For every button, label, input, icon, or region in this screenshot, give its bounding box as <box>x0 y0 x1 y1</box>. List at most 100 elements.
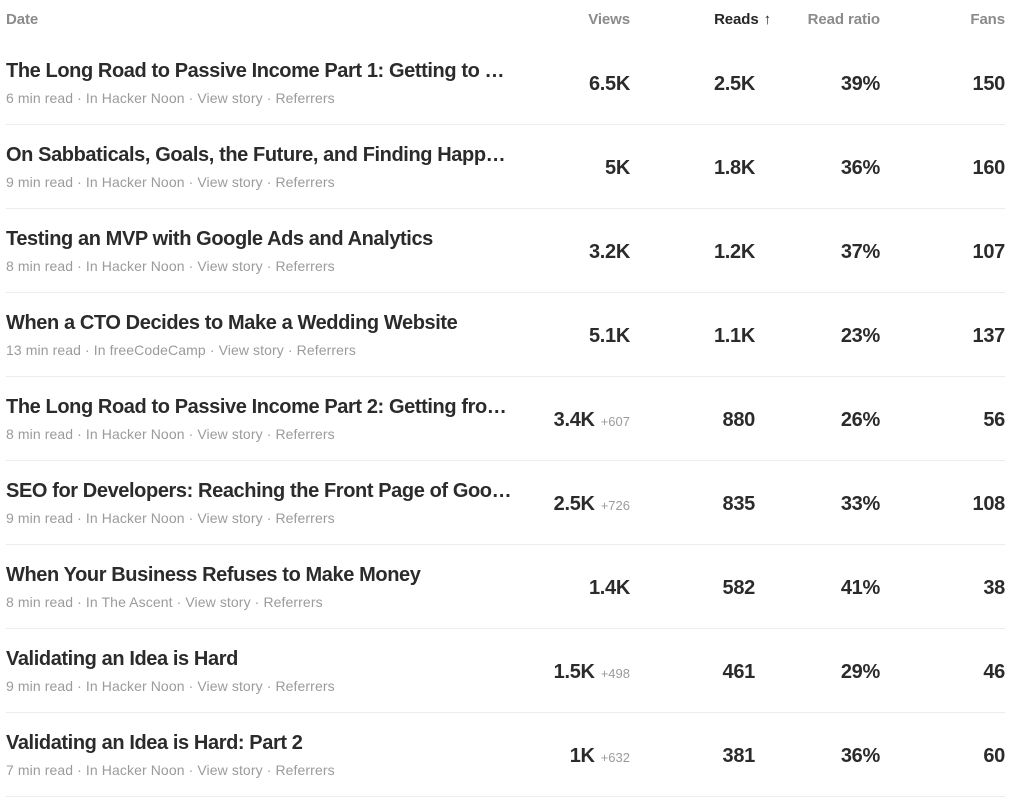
fans-value: 38 <box>983 576 1005 599</box>
reads-cell: 461 <box>630 658 756 684</box>
view-story-link[interactable]: View story <box>197 425 263 442</box>
story-title[interactable]: The Long Road to Passive Income Part 1: … <box>6 59 505 82</box>
views-value: 3.2K <box>588 240 630 263</box>
story-meta: 7 min read · In Hacker Noon · View story · Ref… <box>6 762 521 778</box>
views-delta: +607 <box>600 413 630 429</box>
reads-value: 1.1K <box>713 324 755 347</box>
view-story-link[interactable]: View story <box>197 89 263 106</box>
table-header-row: Date Views Reads ↑ Read ratio Fans <box>6 0 1005 41</box>
referrers-link[interactable]: Referrers <box>275 257 335 274</box>
fans-cell: 137 <box>880 322 1006 348</box>
publication: In freeCodeCamp <box>93 341 206 358</box>
dot-separator: · <box>188 89 194 106</box>
referrers-link[interactable]: Referrers <box>275 677 335 694</box>
dot-separator: · <box>266 677 272 694</box>
reads-cell: 1.1K <box>630 322 755 348</box>
column-header-reads[interactable]: Reads ↑ <box>630 11 771 28</box>
column-header-views[interactable]: Views <box>588 11 630 28</box>
fans-cell: 108 <box>880 490 1006 516</box>
referrers-link[interactable]: Referrers <box>275 509 335 526</box>
view-story-link[interactable]: View story <box>197 173 263 190</box>
fans-value: 56 <box>983 408 1005 431</box>
views-cell: 3.4K +607 <box>535 406 630 432</box>
views-delta: +498 <box>600 665 630 681</box>
read-ratio-cell: 41% <box>755 574 880 600</box>
fans-cell: 160 <box>880 154 1006 180</box>
read-time: 8 min read <box>6 425 74 442</box>
dot-separator: · <box>188 425 194 442</box>
read-ratio-cell: 23% <box>755 322 880 348</box>
dot-separator: · <box>209 341 215 358</box>
read-ratio-value: 29% <box>840 660 880 683</box>
story-title[interactable]: Validating an Idea is Hard: Part 2 <box>6 731 303 754</box>
reads-value: 880 <box>722 408 756 431</box>
story-row: When Your Business Refuses to Make Money… <box>6 545 1005 629</box>
reads-cell: 582 <box>630 574 756 600</box>
views-delta: +632 <box>600 749 630 765</box>
story-title[interactable]: On Sabbaticals, Goals, the Future, and F… <box>6 143 506 166</box>
publication: In Hacker Noon <box>85 425 185 442</box>
dot-separator: · <box>188 677 194 694</box>
story-cell: When a CTO Decides to Make a Wedding Web… <box>6 312 535 358</box>
reads-cell: 835 <box>630 490 756 516</box>
story-cell: Testing an MVP with Google Ads and Analy… <box>6 228 535 274</box>
story-title[interactable]: SEO for Developers: Reaching the Front P… <box>6 479 512 502</box>
fans-value: 108 <box>972 492 1006 515</box>
reads-cell: 381 <box>630 742 756 768</box>
read-ratio-cell: 36% <box>755 742 880 768</box>
views-value: 6.5K <box>588 72 630 95</box>
reads-value: 381 <box>722 744 756 767</box>
story-meta: 9 min read · In Hacker Noon · View story · Ref… <box>6 510 521 526</box>
view-story-link[interactable]: View story <box>185 593 251 610</box>
story-cell: The Long Road to Passive Income Part 1: … <box>6 60 535 106</box>
read-time: 6 min read <box>6 89 74 106</box>
column-header-fans[interactable]: Fans <box>970 11 1005 28</box>
read-ratio-value: 23% <box>840 324 880 347</box>
fans-cell: 107 <box>880 238 1006 264</box>
story-row: Testing an MVP with Google Ads and Analy… <box>6 209 1005 293</box>
fans-value: 60 <box>983 744 1005 767</box>
column-header-read-ratio[interactable]: Read ratio <box>807 11 880 28</box>
views-value: 5K <box>605 156 630 179</box>
referrers-link[interactable]: Referrers <box>275 425 335 442</box>
story-title[interactable]: The Long Road to Passive Income Part 2: … <box>6 395 507 418</box>
dot-separator: · <box>266 89 272 106</box>
story-title[interactable]: When Your Business Refuses to Make Money <box>6 563 421 586</box>
story-cell: When Your Business Refuses to Make Money… <box>6 564 535 610</box>
story-title[interactable]: Testing an MVP with Google Ads and Analy… <box>6 227 433 250</box>
reads-value: 1.2K <box>713 240 755 263</box>
story-title[interactable]: Validating an Idea is Hard <box>6 647 238 670</box>
story-meta: 6 min read · In Hacker Noon · View story · Ref… <box>6 90 521 106</box>
view-story-link[interactable]: View story <box>197 677 263 694</box>
referrers-link[interactable]: Referrers <box>296 341 356 358</box>
referrers-link[interactable]: Referrers <box>275 761 335 778</box>
story-meta: 9 min read · In Hacker Noon · View story · Ref… <box>6 678 521 694</box>
story-cell: SEO for Developers: Reaching the Front P… <box>6 480 535 526</box>
view-story-link[interactable]: View story <box>218 341 284 358</box>
story-title[interactable]: When a CTO Decides to Make a Wedding Web… <box>6 311 458 334</box>
story-cell: The Long Road to Passive Income Part 2: … <box>6 396 535 442</box>
story-row: SEO for Developers: Reaching the Front P… <box>6 461 1005 545</box>
reads-value: 582 <box>722 576 756 599</box>
publication: In Hacker Noon <box>85 257 185 274</box>
view-story-link[interactable]: View story <box>197 509 263 526</box>
read-ratio-cell: 39% <box>755 70 880 96</box>
dot-separator: · <box>266 257 272 274</box>
dot-separator: · <box>77 89 82 106</box>
column-header-date[interactable]: Date <box>6 11 39 28</box>
referrers-link[interactable]: Referrers <box>275 173 335 190</box>
referrers-link[interactable]: Referrers <box>263 593 323 610</box>
referrers-link[interactable]: Referrers <box>275 89 335 106</box>
reads-cell: 880 <box>630 406 756 432</box>
story-cell: Validating an Idea is Hard: Part 2 7 min… <box>6 732 535 778</box>
dot-separator: · <box>77 761 82 778</box>
view-story-link[interactable]: View story <box>197 257 263 274</box>
view-story-link[interactable]: View story <box>197 761 263 778</box>
dot-separator: · <box>254 593 260 610</box>
views-cell: 6.5K <box>535 70 630 96</box>
dot-separator: · <box>77 677 82 694</box>
read-time: 9 min read <box>6 677 74 694</box>
views-value: 1K <box>569 744 595 767</box>
publication: In Hacker Noon <box>85 677 185 694</box>
